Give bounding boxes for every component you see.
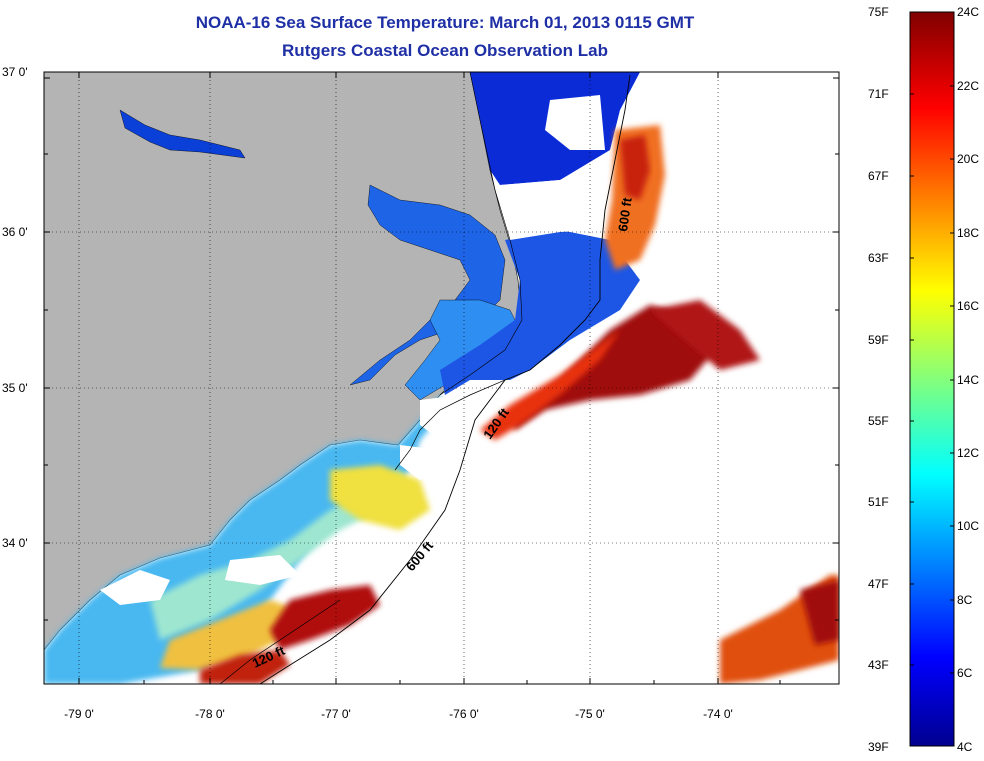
contour-120ft — [394, 379, 506, 471]
lon-label: -77 0' — [321, 707, 351, 721]
graticule — [44, 72, 839, 684]
colorbar-f-label: 51F — [868, 495, 889, 509]
colorbar-c-label: 8C — [957, 593, 973, 607]
lon-label: -74 0' — [703, 707, 733, 721]
colorbar-c-label: 16C — [957, 299, 980, 313]
colorbar-f-label: 75F — [868, 5, 889, 19]
map-plot-area: 600 ft 120 ft 600 ft 120 ft — [44, 72, 839, 684]
gulf-stream-main — [510, 305, 720, 430]
cloud-patch — [400, 445, 450, 480]
colorbar-c-label: 24C — [957, 5, 980, 19]
shelf-water-warm — [160, 600, 300, 670]
southeast-hot-patch — [800, 580, 839, 645]
lon-label: -79 0' — [64, 707, 94, 721]
map-frame — [43, 71, 840, 685]
colorbar-c-label: 4C — [957, 740, 973, 754]
lon-label: -75 0' — [575, 707, 605, 721]
ocean-cold-mid — [440, 230, 640, 395]
gulf-stream-north-core — [620, 135, 650, 200]
contour-label: 600 ft — [615, 196, 635, 232]
colorbar-c-label: 20C — [957, 152, 980, 166]
axis-ticks — [44, 72, 839, 684]
contour-600ft — [259, 74, 631, 684]
cloud-patch — [420, 395, 480, 440]
shelf-water-warm — [330, 465, 430, 530]
colorbar-c-label: 10C — [957, 519, 980, 533]
lat-label: 36 0' — [2, 225, 28, 239]
map-subtitle: Rutgers Coastal Ocean Observation Lab — [282, 41, 608, 60]
shelf-edge-hot — [270, 585, 380, 650]
colorbar-f-label: 71F — [868, 87, 889, 101]
colorbar-f-label: 39F — [868, 740, 889, 754]
colorbar-f-label: 67F — [868, 169, 889, 183]
colorbar-f-label: 59F — [868, 333, 889, 347]
coastline-barrier — [439, 72, 523, 396]
lon-label: -78 0' — [195, 707, 225, 721]
colorbar-f-label: 47F — [868, 577, 889, 591]
lat-label: 34 0' — [2, 536, 28, 550]
colorbar-c-label: 22C — [957, 79, 980, 93]
colorbar-c-label: 6C — [957, 666, 973, 680]
albemarle-sound — [349, 184, 506, 386]
map-title: NOAA-16 Sea Surface Temperature: March 0… — [195, 13, 695, 32]
cloud-patch — [225, 555, 300, 585]
offshore-hot-patch — [650, 300, 760, 370]
gulf-stream-edge — [480, 330, 620, 440]
colorbar — [909, 11, 955, 747]
colorbar-f-label: 43F — [868, 658, 889, 672]
colorbar-c-label: 18C — [957, 226, 980, 240]
chesapeake-water — [119, 109, 246, 159]
lat-label: 37 0' — [2, 65, 28, 79]
colorbar-f-label: 63F — [868, 251, 889, 265]
contour-120ft — [219, 599, 341, 684]
colorbar-ticks — [910, 85, 954, 674]
lon-label: -76 0' — [449, 707, 479, 721]
colorbar-c-label: 12C — [957, 446, 980, 460]
shelf-edge-hot — [200, 650, 290, 684]
colorbar-f-label: 55F — [868, 414, 889, 428]
cloud-patch — [100, 570, 170, 605]
lat-label: 35 0' — [2, 381, 28, 395]
colorbar-c-label: 14C — [957, 373, 980, 387]
shelf-water — [44, 395, 445, 684]
